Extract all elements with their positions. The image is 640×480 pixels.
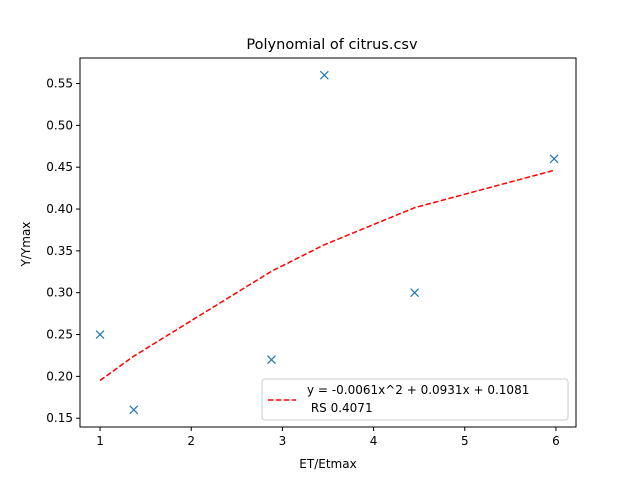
x-tick-label-4: 5	[461, 434, 469, 448]
y-axis-label: Y/Ymax	[19, 222, 33, 268]
y-tick-label-3: 0.30	[46, 286, 73, 300]
plot-frame	[79, 57, 577, 428]
data-point-1	[129, 405, 139, 415]
data-point-4	[410, 288, 420, 298]
x-tick-label-0: 1	[96, 434, 104, 448]
y-tick-label-4: 0.35	[46, 244, 73, 258]
x-tick-label-2: 3	[279, 434, 287, 448]
fit-line	[99, 169, 555, 382]
y-tick-label-7: 0.50	[46, 118, 73, 132]
y-tick-label-1: 0.20	[46, 369, 73, 383]
y-tick-label-5: 0.40	[46, 202, 73, 216]
legend-label-line2: RS 0.4071	[307, 401, 373, 415]
data-point-3	[319, 70, 329, 80]
chart-title: Polynomial of citrus.csv	[246, 37, 418, 53]
y-tick-label-6: 0.45	[46, 160, 73, 174]
x-tick-label-1: 2	[187, 434, 195, 448]
legend: y = -0.0061x^2 + 0.0931x + 0.1081 RS 0.4…	[261, 378, 569, 421]
x-axis-label: ET/Etmax	[299, 457, 356, 471]
data-point-5	[549, 154, 559, 164]
x-tick-label-5: 6	[552, 434, 560, 448]
data-point-0	[95, 330, 105, 339]
x-tick-label-3: 4	[370, 434, 378, 448]
axes: 1 2 3 4 5 6 0.15 0.20 0.25 0.30 0.35 0.40 0.45 0.50 0.…	[46, 57, 577, 448]
y-tick-label-8: 0.55	[46, 77, 73, 91]
y-tick-label-2: 0.25	[46, 328, 73, 342]
legend-box	[261, 378, 569, 421]
data-point-2	[267, 355, 276, 365]
plot-area	[95, 70, 559, 415]
y-tick-label-0: 0.15	[46, 411, 73, 425]
legend-label-line1: y = -0.0061x^2 + 0.0931x + 0.1081	[307, 383, 529, 397]
